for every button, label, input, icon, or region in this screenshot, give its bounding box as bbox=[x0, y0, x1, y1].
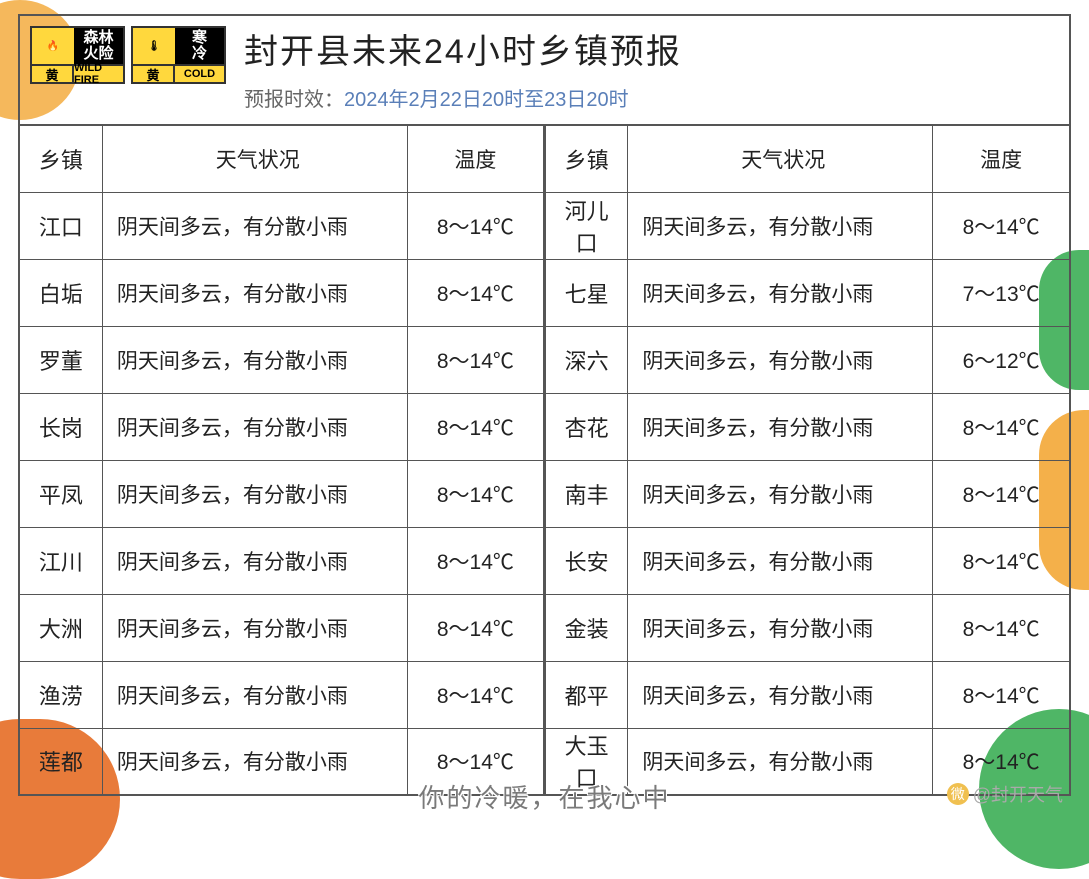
cell-condition: 阴天间多云，有分散小雨 bbox=[102, 192, 407, 259]
col-condition: 天气状况 bbox=[628, 125, 933, 192]
cell-condition: 阴天间多云，有分散小雨 bbox=[628, 326, 933, 393]
cell-temp: 6～12℃ bbox=[933, 326, 1070, 393]
col-temp: 温度 bbox=[933, 125, 1070, 192]
cell-temp: 8～14℃ bbox=[933, 460, 1070, 527]
cell-town: 大洲 bbox=[19, 594, 102, 661]
cell-condition: 阴天间多云，有分散小雨 bbox=[628, 594, 933, 661]
forecast-container: 🔥 森林 火险 黄 WILD FIRE 🌡 寒 冷 黄 COLD bbox=[0, 0, 1089, 796]
cell-temp: 8～14℃ bbox=[933, 594, 1070, 661]
alert-name: 寒 冷 bbox=[175, 28, 224, 64]
cell-condition: 阴天间多云，有分散小雨 bbox=[628, 192, 933, 259]
cell-condition: 阴天间多云，有分散小雨 bbox=[628, 393, 933, 460]
cell-condition: 阴天间多云，有分散小雨 bbox=[102, 259, 407, 326]
table-row: 大洲阴天间多云，有分散小雨8～14℃金装阴天间多云，有分散小雨8～14℃ bbox=[19, 594, 1070, 661]
col-town: 乡镇 bbox=[544, 125, 627, 192]
cell-town: 深六 bbox=[544, 326, 627, 393]
weibo-icon: 微 bbox=[947, 783, 969, 805]
cell-temp: 8～14℃ bbox=[933, 527, 1070, 594]
alert-level-cn: 黄 bbox=[32, 66, 74, 82]
table-row: 渔涝阴天间多云，有分散小雨8～14℃都平阴天间多云，有分散小雨8～14℃ bbox=[19, 661, 1070, 728]
alert-level-en: WILD FIRE bbox=[74, 66, 123, 82]
cell-temp: 8～14℃ bbox=[933, 661, 1070, 728]
cell-temp: 7～13℃ bbox=[933, 259, 1070, 326]
cell-town: 渔涝 bbox=[19, 661, 102, 728]
cell-town: 白垢 bbox=[19, 259, 102, 326]
cell-temp: 8～14℃ bbox=[407, 192, 544, 259]
col-temp: 温度 bbox=[407, 125, 544, 192]
source-handle: @封开天气 bbox=[973, 781, 1063, 807]
cell-town: 南丰 bbox=[544, 460, 627, 527]
cell-condition: 阴天间多云，有分散小雨 bbox=[102, 326, 407, 393]
cell-town: 金装 bbox=[544, 594, 627, 661]
cell-temp: 8～14℃ bbox=[407, 460, 544, 527]
cell-town: 河儿口 bbox=[544, 192, 627, 259]
cell-town: 平凤 bbox=[19, 460, 102, 527]
cell-condition: 阴天间多云，有分散小雨 bbox=[628, 527, 933, 594]
table-row: 白垢阴天间多云，有分散小雨8～14℃七星阴天间多云，有分散小雨7～13℃ bbox=[19, 259, 1070, 326]
alert-name: 森林 火险 bbox=[74, 28, 123, 64]
cold-icon: 🌡 bbox=[133, 28, 175, 64]
cell-condition: 阴天间多云，有分散小雨 bbox=[102, 393, 407, 460]
table-row: 江川阴天间多云，有分散小雨8～14℃长安阴天间多云，有分散小雨8～14℃ bbox=[19, 527, 1070, 594]
cell-town: 七星 bbox=[544, 259, 627, 326]
cell-town: 江川 bbox=[19, 527, 102, 594]
cell-temp: 8～14℃ bbox=[407, 326, 544, 393]
cell-condition: 阴天间多云，有分散小雨 bbox=[628, 460, 933, 527]
alert-level-cn: 黄 bbox=[133, 66, 175, 82]
fire-icon: 🔥 bbox=[32, 28, 74, 64]
cell-temp: 8～14℃ bbox=[933, 192, 1070, 259]
table-row: 平凤阴天间多云，有分散小雨8～14℃南丰阴天间多云，有分散小雨8～14℃ bbox=[19, 460, 1070, 527]
footer-tagline: 你的冷暖，在我心中 bbox=[0, 778, 1089, 815]
cell-condition: 阴天间多云，有分散小雨 bbox=[102, 527, 407, 594]
col-town: 乡镇 bbox=[19, 125, 102, 192]
table-row: 罗董阴天间多云，有分散小雨8～14℃深六阴天间多云，有分散小雨6～12℃ bbox=[19, 326, 1070, 393]
cell-town: 罗董 bbox=[19, 326, 102, 393]
cell-condition: 阴天间多云，有分散小雨 bbox=[102, 460, 407, 527]
table-row: 江口阴天间多云，有分散小雨8～14℃河儿口阴天间多云，有分散小雨8～14℃ bbox=[19, 192, 1070, 259]
forecast-table: 乡镇 天气状况 温度 乡镇 天气状况 温度 江口阴天间多云，有分散小雨8～14℃… bbox=[18, 124, 1071, 796]
cell-condition: 阴天间多云，有分散小雨 bbox=[102, 594, 407, 661]
source-attribution: 微 @封开天气 bbox=[947, 781, 1063, 807]
cell-town: 杏花 bbox=[544, 393, 627, 460]
cell-temp: 8～14℃ bbox=[407, 527, 544, 594]
subtitle-time: 2024年2月22日20时至23日20时 bbox=[344, 89, 629, 111]
col-condition: 天气状况 bbox=[102, 125, 407, 192]
alert-level-en: COLD bbox=[175, 66, 224, 82]
cell-condition: 阴天间多云，有分散小雨 bbox=[102, 661, 407, 728]
subtitle-prefix: 预报时效： bbox=[244, 89, 344, 111]
table-header-row: 乡镇 天气状况 温度 乡镇 天气状况 温度 bbox=[19, 125, 1070, 192]
cell-temp: 8～14℃ bbox=[407, 259, 544, 326]
cell-town: 长岗 bbox=[19, 393, 102, 460]
alert-cold: 🌡 寒 冷 黄 COLD bbox=[131, 26, 226, 84]
page-title: 封开县未来24小时乡镇预报 bbox=[244, 24, 1059, 73]
cell-temp: 8～14℃ bbox=[407, 594, 544, 661]
cell-town: 都平 bbox=[544, 661, 627, 728]
cell-condition: 阴天间多云，有分散小雨 bbox=[628, 259, 933, 326]
cell-temp: 8～14℃ bbox=[407, 661, 544, 728]
cell-condition: 阴天间多云，有分散小雨 bbox=[628, 661, 933, 728]
cell-temp: 8～14℃ bbox=[933, 393, 1070, 460]
cell-town: 江口 bbox=[19, 192, 102, 259]
cell-town: 长安 bbox=[544, 527, 627, 594]
table-row: 长岗阴天间多云，有分散小雨8～14℃杏花阴天间多云，有分散小雨8～14℃ bbox=[19, 393, 1070, 460]
alert-wildfire: 🔥 森林 火险 黄 WILD FIRE bbox=[30, 26, 125, 84]
forecast-header: 🔥 森林 火险 黄 WILD FIRE 🌡 寒 冷 黄 COLD bbox=[18, 14, 1071, 124]
cell-temp: 8～14℃ bbox=[407, 393, 544, 460]
alert-badges: 🔥 森林 火险 黄 WILD FIRE 🌡 寒 冷 黄 COLD bbox=[30, 26, 226, 84]
forecast-period: 预报时效：2024年2月22日20时至23日20时 bbox=[244, 83, 1059, 112]
